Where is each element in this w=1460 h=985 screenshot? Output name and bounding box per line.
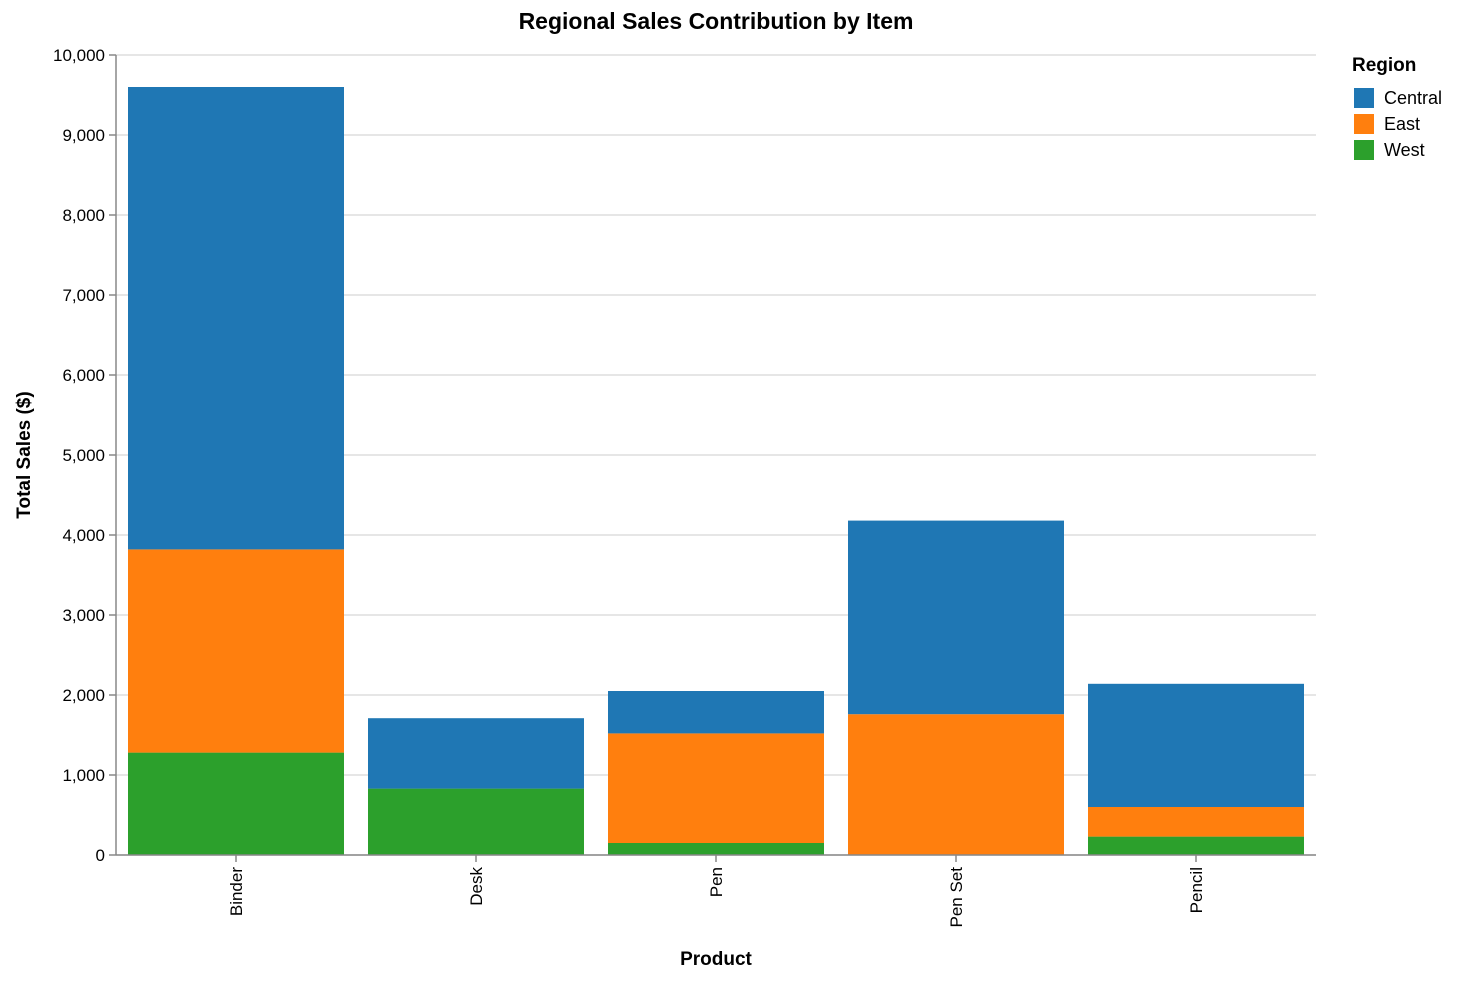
x-tick-label: Pen Set [947, 867, 966, 928]
y-axis-title: Total Sales ($) [14, 391, 35, 518]
bar-segment-central [848, 520, 1064, 715]
x-tick-label: Pencil [1187, 867, 1206, 913]
axes: 0 1,000 2,000 3,000 4,000 5,000 6,000 7,000 8,00… [53, 46, 1316, 928]
bar-segment-west [1088, 836, 1304, 855]
legend-label-central: Central [1384, 88, 1442, 108]
y-tick-label: 4,000 [62, 526, 105, 545]
y-tick-label: 8,000 [62, 206, 105, 225]
y-tick-label: 10,000 [53, 46, 105, 65]
bar-segment-central [608, 691, 824, 734]
x-tick-label: Pen [707, 867, 726, 897]
bar-segment-west [608, 843, 824, 855]
legend-label-east: East [1384, 114, 1420, 134]
legend-title: Region [1352, 55, 1416, 76]
bar-segment-east [1088, 807, 1304, 837]
bars [128, 87, 1304, 855]
x-axis-title: Product [680, 949, 752, 970]
bar-segment-east [608, 733, 824, 843]
y-tick-label: 9,000 [62, 126, 105, 145]
legend-label-west: West [1384, 140, 1425, 160]
y-tick-label: 2,000 [62, 686, 105, 705]
bar-segment-west [128, 752, 344, 855]
legend: Region Central East West [1352, 55, 1442, 160]
bar-segment-west [368, 788, 584, 855]
bar-segment-central [368, 718, 584, 789]
bar-segment-central [1088, 683, 1304, 807]
y-tick-label: 7,000 [62, 286, 105, 305]
bar-segment-east [128, 549, 344, 753]
legend-swatch-west [1354, 140, 1374, 160]
bar-segment-central [128, 87, 344, 550]
chart-title: Regional Sales Contribution by Item [519, 8, 914, 34]
x-tick-label: Desk [467, 867, 486, 906]
x-tick-label: Binder [227, 867, 246, 916]
y-tick-label: 5,000 [62, 446, 105, 465]
bar-segment-east [848, 714, 1064, 855]
legend-swatch-east [1354, 114, 1374, 134]
legend-swatch-central [1354, 88, 1374, 108]
y-tick-label: 1,000 [62, 766, 105, 785]
y-tick-label: 3,000 [62, 606, 105, 625]
y-tick-label: 6,000 [62, 366, 105, 385]
y-tick-label: 0 [96, 846, 105, 865]
